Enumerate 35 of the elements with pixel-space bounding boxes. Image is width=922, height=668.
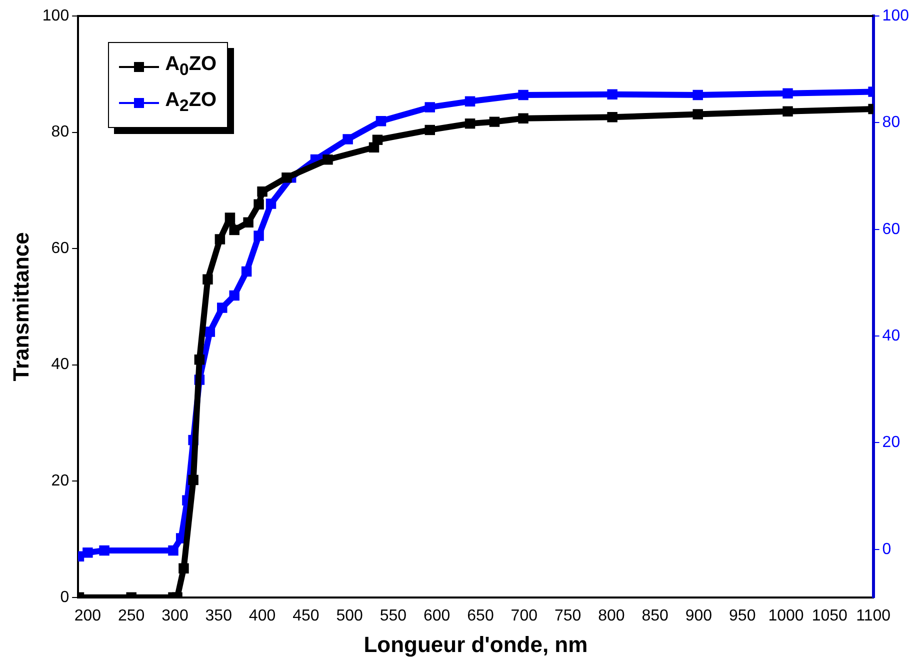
y-tick-label: 0 [60, 588, 70, 606]
x-tick-label: 950 [729, 607, 756, 624]
legend-label: A$_{2}$ZO [165, 88, 217, 117]
y-axis-title: Transmittance [8, 232, 34, 382]
y2-tick-label: 80 [882, 114, 900, 132]
y2-tick-label: 60 [882, 220, 900, 238]
x-tick-label: 1050 [812, 607, 848, 624]
x-tick-label: 850 [642, 607, 669, 624]
y-tick-label: 20 [51, 472, 70, 490]
y-tick-label: 100 [42, 7, 70, 24]
y2-tick-label: 100 [882, 7, 910, 24]
y-tick-label: 60 [51, 240, 70, 257]
x-tick-label: 800 [598, 607, 625, 624]
x-tick-label: 350 [205, 607, 232, 624]
x-tick-label: 250 [118, 607, 145, 624]
x-tick-label: 750 [554, 607, 582, 624]
x-tick-label: 200 [74, 607, 102, 624]
y2-tick-label: 20 [882, 434, 900, 452]
x-tick-label: 400 [248, 607, 276, 624]
x-tick-label: 1100 [856, 607, 891, 624]
x-tick-label: 600 [424, 607, 450, 624]
y-tick-label: 40 [51, 356, 70, 374]
x-axis-title: Longueur d'onde, nm [364, 632, 588, 657]
y-tick-label: 80 [51, 124, 70, 141]
x-tick-label: 700 [510, 607, 538, 624]
x-tick-label: 300 [162, 607, 188, 624]
legend-label: A$_{0}$ZO [165, 52, 217, 81]
x-tick-label: 550 [380, 607, 407, 624]
y2-tick-label: 0 [882, 540, 892, 558]
x-tick-label: 450 [292, 607, 320, 624]
x-tick-label: 900 [685, 607, 712, 624]
x-tick-label: 650 [467, 607, 494, 624]
y2-tick-label: 40 [882, 327, 900, 344]
x-tick-label: 500 [336, 607, 364, 624]
x-tick-label: 1000 [768, 607, 804, 624]
